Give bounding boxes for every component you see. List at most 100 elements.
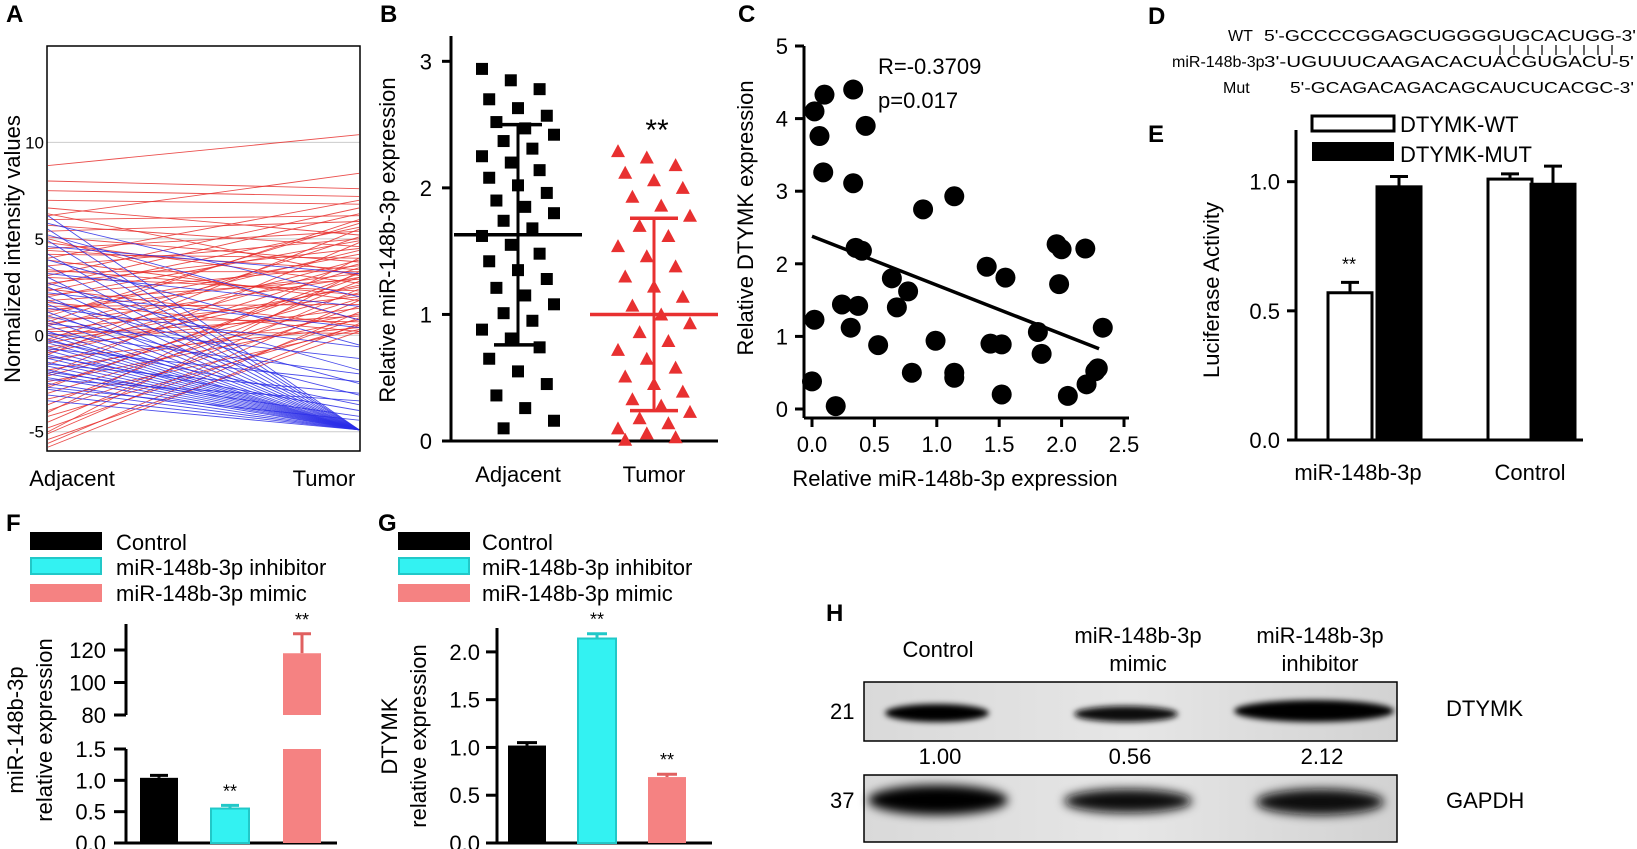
panel-a-series-line-blue — [47, 356, 360, 411]
panel-a-series-line-blue — [47, 365, 360, 431]
panel-b-point-adjacent — [490, 281, 503, 294]
panel-a-series-line-red — [47, 331, 360, 440]
panel-b-point-tumor — [661, 416, 676, 430]
panel-c-x-ticks: 0.0 0.5 1.0 1.5 2.0 2.5 — [797, 418, 1139, 457]
panel-a-series-line-red — [47, 226, 360, 292]
panel-b-point-tumor — [625, 392, 640, 406]
panel-a-series-line-red — [47, 180, 360, 190]
panel-b-point-tumor — [611, 239, 625, 253]
panel-a-series-line-blue — [47, 325, 360, 431]
panel-b-point-tumor — [654, 398, 669, 412]
panel-b-point-adjacent — [504, 74, 517, 87]
panel-b-y-label: Relative miR-148b-3p expression — [375, 77, 400, 402]
panel-b-point-tumor — [668, 158, 683, 172]
panel-h: H Control miR-148b-3p mimic miR-148b-3p … — [826, 600, 1524, 843]
panel-c-p-value: p=0.017 — [878, 88, 958, 113]
panel-c-point — [1075, 238, 1096, 259]
panel-e-legend-label-mut: DTYMK-MUT — [1400, 142, 1532, 167]
panel-d-mir-seq: 3'-UGUUUCAAGACACUACGUGACU-5' — [1264, 54, 1634, 71]
panel-e-legend: DTYMK-WT DTYMK-MUT — [1310, 112, 1532, 167]
panel-c-x-tick-label: 0.5 — [859, 432, 890, 457]
panel-c-point — [1051, 239, 1072, 260]
panel-a-series-line-red — [47, 276, 360, 292]
panel-a-series-line-red — [47, 221, 360, 232]
panel-b-y-tick-label: 3 — [420, 49, 432, 74]
panel-c-point — [851, 240, 872, 261]
panel-a-series-line-blue — [47, 363, 360, 394]
panel-c-point — [898, 281, 919, 302]
panel-b-x-label-tumor: Tumor — [623, 462, 686, 487]
panel-b-x-label-adjacent: Adjacent — [475, 462, 561, 487]
panel-b-point-adjacent — [533, 164, 546, 177]
panel-b-point-adjacent — [476, 150, 488, 163]
panel-b-point-adjacent — [526, 142, 539, 155]
panel-c-y-ticks: 0 1 2 3 4 5 — [776, 34, 804, 422]
panel-e: E 0.0 0.5 1.0 ** Luciferase Activity miR-1… — [1148, 112, 1583, 485]
panel-h-lane-label-inhibitor-line1: miR-148b-3p — [1256, 623, 1383, 648]
panel-g-bar-2 — [648, 777, 686, 843]
panel-a-series-line-blue — [47, 319, 360, 431]
panel-b-point-tumor — [632, 325, 647, 339]
panel-f-y-tick-label: 1.0 — [75, 768, 106, 793]
panel-b-point-adjacent — [483, 93, 496, 106]
panel-b-point-adjacent — [476, 323, 488, 336]
panel-h-label-gapdh: GAPDH — [1446, 788, 1524, 813]
panel-b-point-tumor — [683, 316, 697, 330]
panel-g-y-tick-label: 1.5 — [449, 688, 480, 713]
panel-c-points — [802, 79, 1113, 417]
panel-c-point — [814, 84, 835, 105]
panel-g-bar-1 — [577, 637, 617, 844]
panel-e-bars: ** — [1326, 164, 1577, 442]
panel-c-r-value: R=-0.3709 — [878, 54, 981, 79]
panel-a-series-line-red — [47, 303, 360, 307]
panel-a-series-line-red — [47, 236, 360, 340]
panel-b-point-adjacent — [512, 365, 524, 378]
panel-c-point — [944, 186, 965, 207]
panel-d-wt-seq: 5'-GCCCCGGAGCUGGGGUGCACUGG-3' — [1264, 28, 1636, 45]
panel-a-series-line-red — [47, 230, 360, 249]
panel-b-point-adjacent — [512, 102, 524, 115]
panel-a-series-line-blue — [47, 330, 360, 431]
panel-a-series-line-blue — [47, 371, 360, 417]
panel-b-point-adjacent — [504, 156, 517, 169]
panel-f-y-tick-label: 80 — [82, 703, 106, 728]
panel-g-legend-label-mimic: miR-148b-3p mimic — [482, 581, 673, 606]
panel-c-point — [944, 367, 965, 388]
panel-c-point — [1087, 358, 1108, 379]
panel-b-point-adjacent — [526, 222, 539, 235]
panel-b-point-adjacent — [540, 273, 553, 285]
panel-a-series-line-blue — [47, 340, 360, 406]
panel-c-point — [1027, 322, 1048, 343]
panel-a-series-line-blue — [47, 323, 360, 359]
panel-h-lane-label-inhibitor-line2: inhibitor — [1281, 651, 1358, 676]
panel-c-point — [1057, 385, 1078, 406]
panel-c-point — [868, 335, 889, 356]
panel-b-point-adjacent — [504, 238, 517, 251]
panel-c-y-tick-label: 3 — [776, 179, 788, 204]
panel-a-series-line-red — [47, 329, 360, 400]
panel-g-bars: ** ** — [508, 610, 686, 844]
panel-a-series-line-red — [47, 199, 360, 205]
panel-e-y-tick-label: 0.0 — [1249, 428, 1280, 453]
panel-b-point-adjacent — [519, 402, 532, 415]
panel-b-point-adjacent — [497, 214, 510, 227]
panel-a-y-tick-label: 10 — [25, 133, 44, 152]
panel-a-y-tick-label: 0 — [35, 326, 44, 345]
panel-a-series-line-blue — [47, 338, 360, 431]
panel-b-point-tumor — [625, 189, 640, 203]
panel-b-point-tumor — [668, 259, 683, 273]
panel-b-point-tumor — [654, 198, 669, 212]
panel-h-band-gapdh-control — [868, 785, 1008, 815]
panel-a-y-label: Normalized intensity values — [0, 115, 25, 383]
panel-h-band-dtymk-mimic — [1074, 706, 1178, 722]
panel-c-x-tick-label: 1.5 — [984, 432, 1015, 457]
panel-b-point-tumor — [611, 421, 625, 435]
panel-c-y-tick-label: 1 — [776, 324, 788, 349]
panel-b-point-tumor — [668, 360, 683, 374]
panel-e-significance: ** — [1342, 254, 1356, 274]
panel-a-series-line-red — [47, 273, 360, 388]
panel-d-wt-label: WT — [1228, 28, 1253, 45]
panel-a-series-line-red — [47, 222, 360, 317]
panel-a-series-line-blue — [47, 346, 360, 431]
panel-e-bar-dtymk-mut — [1375, 185, 1423, 442]
